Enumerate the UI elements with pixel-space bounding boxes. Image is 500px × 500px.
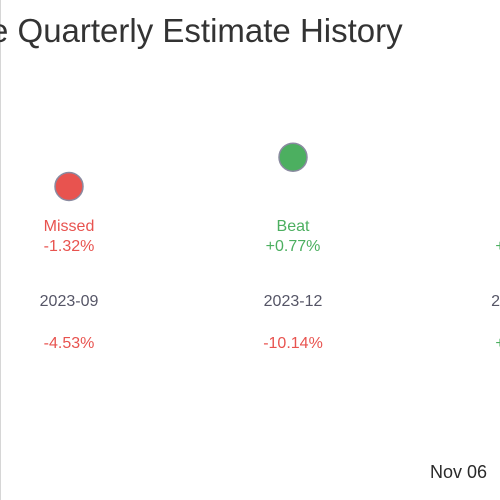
markers-group xyxy=(54,142,308,202)
price-change-label-2: + xyxy=(495,335,500,352)
surprise-label-2: + xyxy=(495,238,500,255)
status-label-0: Missed xyxy=(44,218,95,235)
period-label-2: 20 xyxy=(491,293,500,310)
period-label-1: 2023-12 xyxy=(264,293,323,310)
surprise-label-0: -1.32% xyxy=(44,238,95,255)
price-change-label-0: -4.53% xyxy=(44,335,95,352)
period-label-0: 2023-09 xyxy=(40,293,99,310)
labels-group: Missed -1.32% Beat +0.77% +2023-09 2023-12 20 -… xyxy=(40,218,500,352)
chart-title: e Quarterly Estimate History xyxy=(0,12,403,49)
footer-date: Nov 06 xyxy=(430,462,488,482)
status-label-1: Beat xyxy=(277,218,310,235)
price-change-label-1: -10.14% xyxy=(263,335,323,352)
estimate-marker-1 xyxy=(278,142,308,172)
left-edge-line xyxy=(0,0,1,500)
surprise-label-1: +0.77% xyxy=(266,238,321,255)
estimate-marker-0 xyxy=(54,171,84,202)
